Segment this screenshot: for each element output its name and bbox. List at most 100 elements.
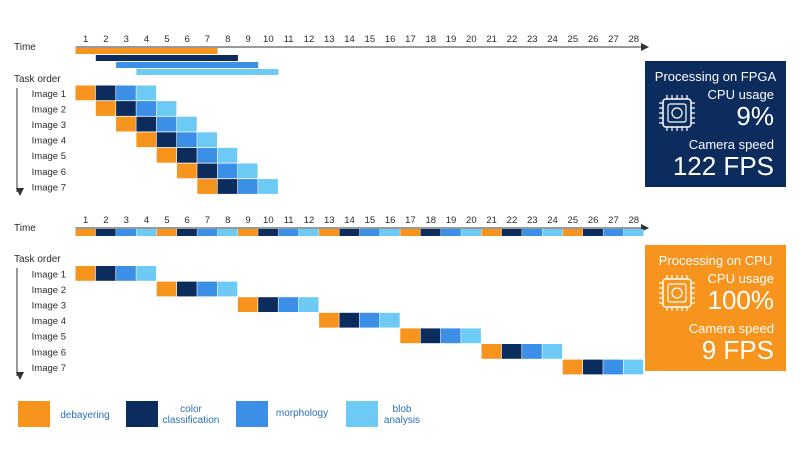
task-block-debayering: [95, 101, 116, 116]
cpu-camera-speed-value: 9 FPS: [701, 335, 774, 365]
fpga-camera-speed-value: 122 FPS: [672, 151, 774, 181]
axis-bar-morphology: [359, 229, 380, 236]
task-block-debayering: [481, 344, 502, 359]
axis-bar-color-classification: [258, 229, 279, 236]
time-tick-label: 13: [324, 215, 335, 226]
task-block-morphology: [359, 312, 380, 328]
time-tick-label: 2: [103, 34, 108, 45]
chip-icon: [659, 95, 695, 131]
task-block-debayering: [562, 359, 583, 375]
task-block-color-classification: [116, 101, 136, 116]
image-row-label: Image 5: [32, 332, 66, 343]
time-tick-label: 22: [507, 34, 518, 45]
time-tick-label: 16: [385, 215, 396, 226]
axis-bar-morphology: [440, 229, 461, 236]
legend-swatch-debayering: [18, 401, 50, 427]
task-block-color-classification: [420, 328, 441, 344]
task-block-morphology: [278, 297, 299, 312]
task-block-blob-analysis: [217, 281, 238, 297]
axis-bar-blob-analysis: [542, 229, 563, 236]
image-row-label: Image 4: [32, 316, 66, 327]
time-tick-label: 9: [245, 215, 250, 226]
task-block-color-classification: [95, 85, 116, 101]
task-block-blob-analysis: [217, 147, 238, 163]
time-tick-label: 24: [547, 215, 558, 226]
time-tick-label: 18: [425, 215, 436, 226]
cpu-camera-speed-label: Camera speed: [688, 321, 774, 336]
time-tick-label: 27: [608, 215, 619, 226]
image-row-label: Image 6: [32, 347, 66, 358]
time-tick-label: 10: [263, 215, 274, 226]
task-block-debayering: [156, 281, 177, 297]
time-tick-label: 6: [185, 34, 190, 45]
axis-bar-blob-analysis: [380, 229, 400, 236]
task-order-label: Task order: [14, 74, 61, 85]
axis-bar-blob-analysis: [136, 229, 157, 236]
axis-bar-blob-analysis: [136, 69, 279, 75]
fpga-info-box: Processing on FPGA CPU usage 9% Camera s…: [645, 61, 786, 187]
task-block-debayering: [75, 85, 96, 101]
time-tick-label: 21: [486, 215, 497, 226]
task-block-debayering: [400, 328, 420, 344]
image-row-label: Image 7: [32, 182, 66, 193]
task-block-morphology: [116, 85, 136, 101]
task-block-debayering: [136, 132, 157, 148]
time-tick-label: 10: [263, 34, 274, 45]
chip-icon: [659, 275, 695, 311]
image-row-label: Image 3: [32, 120, 66, 131]
legend: debayering color classification morpholo…: [0, 395, 640, 435]
fpga-camera-speed-label: Camera speed: [688, 137, 774, 152]
task-block-color-classification: [339, 312, 360, 328]
time-tick-label: 1: [83, 215, 88, 226]
time-tick-label: 1: [83, 34, 88, 45]
task-block-morphology: [197, 147, 217, 163]
task-block-morphology: [197, 281, 217, 297]
task-block-blob-analysis: [197, 132, 217, 148]
task-block-morphology: [116, 266, 136, 281]
axis-bar-morphology: [116, 229, 136, 236]
time-tick-label: 20: [466, 34, 477, 45]
time-tick-label: 19: [446, 34, 457, 45]
axis-bar-blob-analysis: [623, 229, 644, 236]
time-tick-label: 19: [446, 215, 457, 226]
task-block-blob-analysis: [237, 163, 258, 179]
task-block-debayering: [156, 147, 177, 163]
task-block-blob-analysis: [542, 344, 563, 359]
image-row-label: Image 1: [32, 269, 66, 280]
time-tick-label: 3: [124, 34, 129, 45]
task-block-debayering: [319, 312, 339, 328]
task-block-morphology: [177, 132, 197, 148]
task-block-morphology: [522, 344, 542, 359]
axis-bar-color-classification: [583, 229, 603, 236]
axis-bar-debayering: [75, 48, 218, 54]
axis-bar-morphology: [116, 62, 259, 68]
image-row-label: Image 6: [32, 167, 66, 178]
time-tick-label: 18: [425, 34, 436, 45]
task-block-debayering: [177, 163, 197, 179]
image-row-label: Image 7: [32, 363, 66, 374]
time-tick-label: 26: [588, 34, 599, 45]
time-tick-label: 4: [144, 34, 149, 45]
legend-swatch-blob-analysis: [346, 401, 378, 427]
task-block-morphology: [440, 328, 461, 344]
time-label: Time: [14, 42, 36, 53]
time-tick-label: 15: [365, 34, 376, 45]
image-row-label: Image 4: [32, 136, 66, 147]
time-tick-label: 7: [205, 215, 210, 226]
axis-bar-color-classification: [501, 229, 522, 236]
time-tick-label: 17: [405, 215, 416, 226]
cpu-cpu-usage-value: 100%: [707, 285, 775, 315]
axis-bar-blob-analysis: [461, 229, 482, 236]
task-block-blob-analysis: [461, 328, 481, 344]
task-block-blob-analysis: [623, 359, 644, 375]
task-block-color-classification: [217, 179, 238, 194]
legend-label-blob-analysis: blob analysis: [383, 404, 421, 426]
task-block-blob-analysis: [156, 101, 177, 116]
task-block-blob-analysis: [380, 312, 400, 328]
task-block-color-classification: [177, 147, 197, 163]
time-tick-label: 25: [568, 215, 579, 226]
task-order-label: Task order: [14, 254, 61, 265]
